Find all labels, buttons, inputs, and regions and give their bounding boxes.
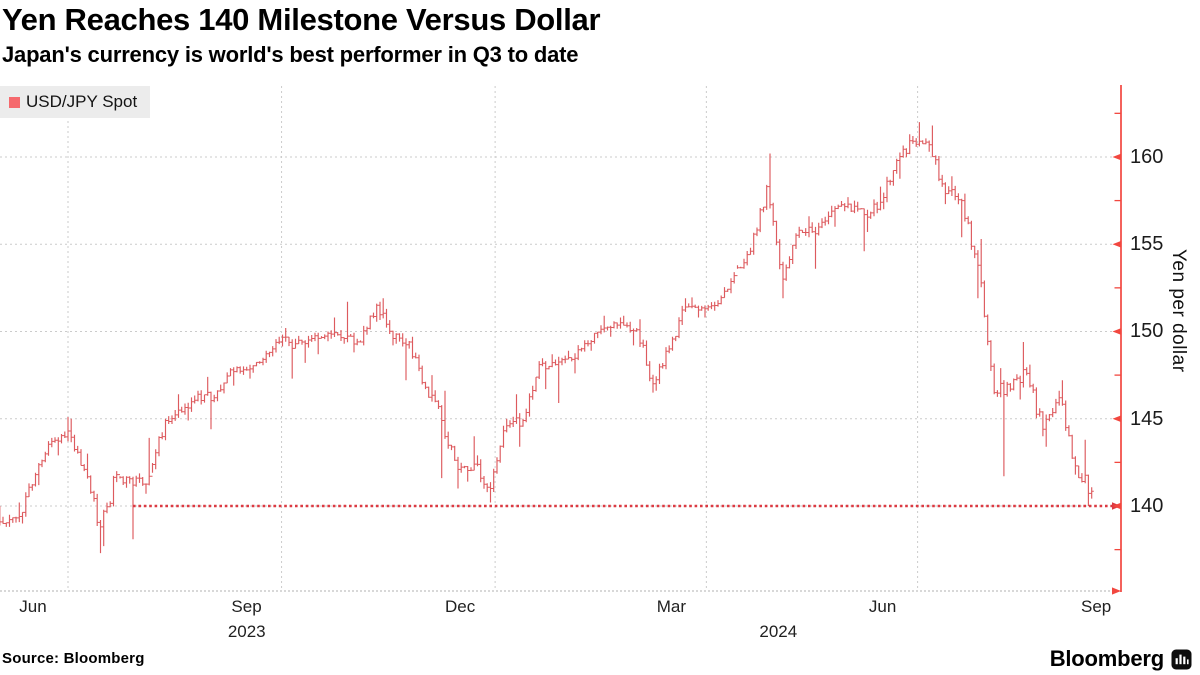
- x-tick-label-dec-2023: Dec: [444, 597, 476, 616]
- bloomberg-terminal-icon: [1171, 649, 1192, 669]
- y-tick-label-150: 150: [1130, 320, 1164, 343]
- legend-swatch-icon: [9, 96, 20, 108]
- y-tick-label-140: 140: [1130, 495, 1164, 517]
- y-tick-label-160: 160: [1130, 145, 1164, 168]
- x-tick-label-sep-2023: Sep: [231, 597, 262, 616]
- x-tick-label-mar-2024: Mar: [656, 597, 686, 616]
- bloomberg-logo: Bloomberg: [1050, 646, 1192, 672]
- year-label-2024: 2024: [759, 622, 798, 641]
- page-title: Yen Reaches 140 Milestone Versus Dollar: [2, 2, 601, 37]
- page-subtitle: Japan's currency is world's best perform…: [2, 42, 579, 67]
- year-label-2023: 2023: [227, 622, 266, 641]
- y-tick-label-145: 145: [1130, 407, 1164, 430]
- y-tick-label-155: 155: [1130, 233, 1164, 256]
- source-attribution: Source: Bloomberg: [2, 650, 145, 667]
- y-axis-title: Yen per dollar: [1168, 249, 1189, 373]
- x-tick-label-jun-2024: Jun: [868, 597, 897, 616]
- legend-series-label: USD/JPY Spot: [26, 92, 138, 111]
- x-tick-label-jun-2023: Jun: [19, 597, 47, 616]
- x-tick-label-sep-2024: Sep: [1081, 597, 1112, 616]
- chart-legend: USD/JPY Spot: [0, 86, 151, 118]
- bloomberg-logo-text: Bloomberg: [1049, 646, 1165, 671]
